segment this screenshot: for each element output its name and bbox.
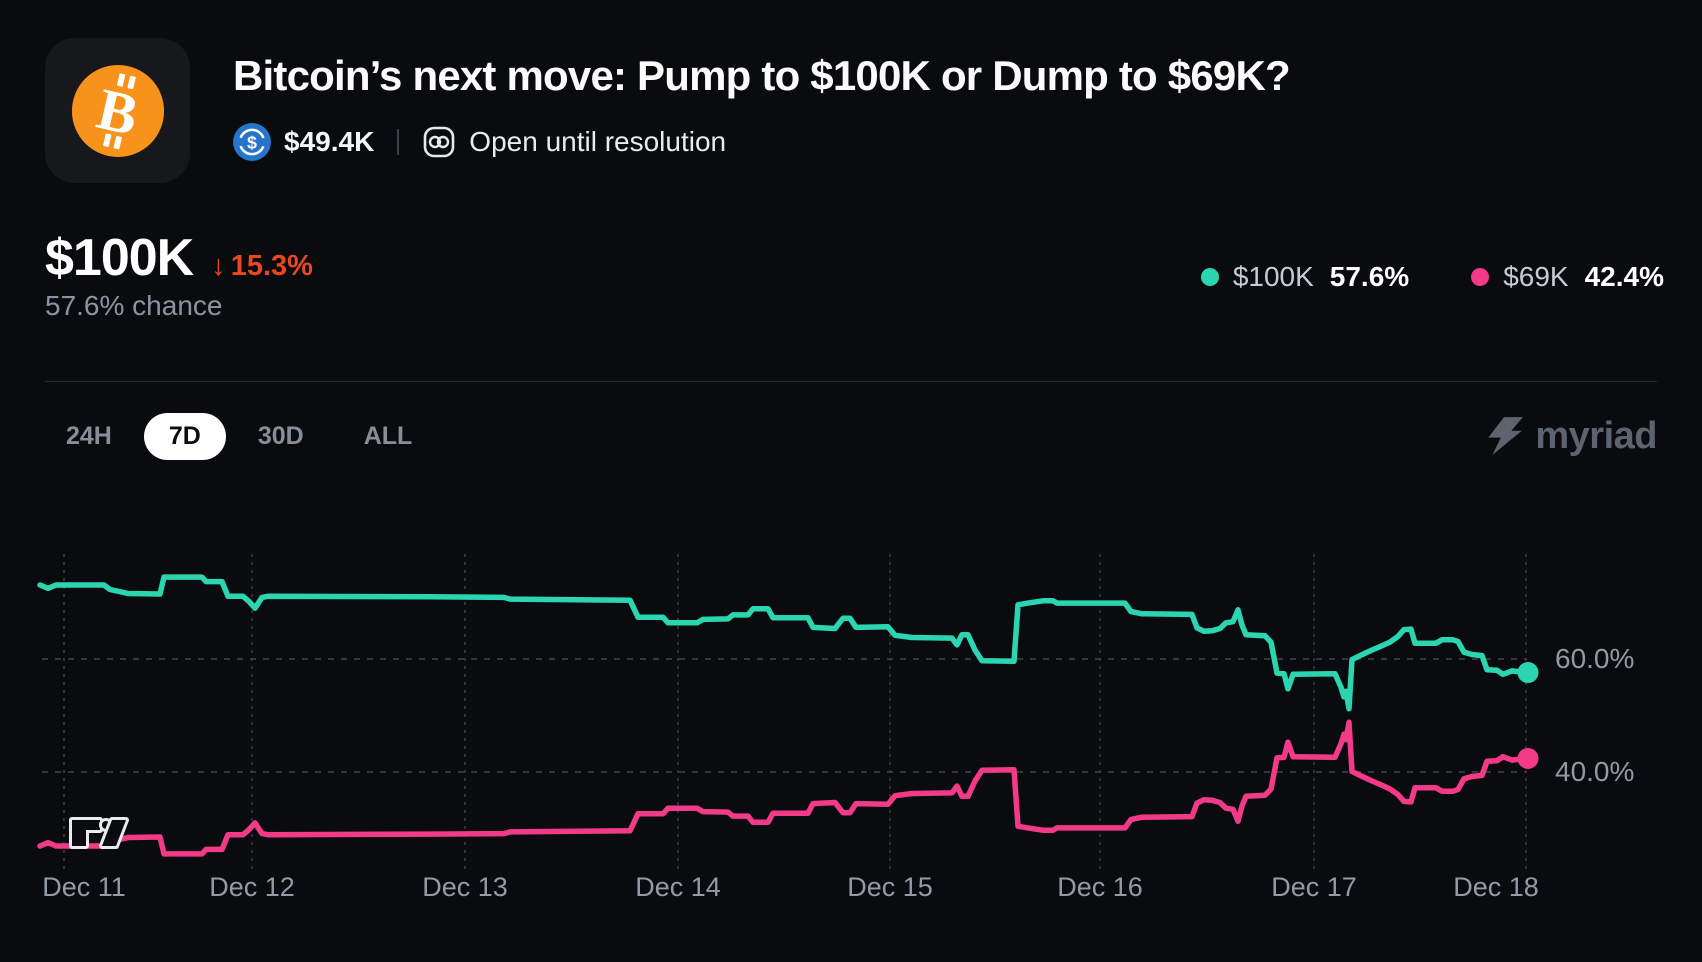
tradingview-logo — [64, 810, 134, 859]
series-69k — [37, 719, 1529, 857]
chart-toolbar: 24H 7D 30D ALL myriad — [64, 410, 1657, 462]
x-axis-label: Dec 13 — [422, 872, 508, 902]
link-icon — [423, 126, 455, 158]
range-tabs: 24H 7D 30D ALL — [64, 412, 414, 461]
x-axis-label: Dec 12 — [209, 872, 295, 902]
tab-30d[interactable]: 30D — [257, 421, 304, 450]
chart-legend: $100K 57.6% $69K 42.4% — [1200, 257, 1664, 297]
legend-value: 57.6% — [1329, 261, 1410, 292]
legend-value: 42.4% — [1584, 261, 1664, 292]
status-text: Open until resolution — [469, 126, 727, 157]
chance-text: 57.6% chance — [45, 290, 223, 321]
y-axis-label: 60.0% — [1555, 643, 1634, 674]
brand-name: myriad — [1535, 414, 1657, 457]
myriad-bolt-icon — [1488, 417, 1524, 455]
legend-item-69k: $69K 42.4% — [1471, 261, 1664, 293]
legend-item-100k: $100K 57.6% — [1200, 261, 1410, 293]
price-chart[interactable]: Dec 11 Dec 12 Dec 13 Dec 14 Dec 15 Dec 16 Dec … — [0, 500, 1702, 962]
x-axis-label: Dec 18 — [1453, 872, 1539, 902]
tab-24h[interactable]: 24H — [66, 421, 112, 450]
change-value: 15.3% — [230, 250, 313, 282]
page-title: Bitcoin’s next move: Pump to $100K or Du… — [233, 52, 1291, 99]
series-end-dot — [1517, 662, 1539, 684]
market-icon-tile: B — [45, 38, 190, 183]
x-axis-label: Dec 16 — [1057, 872, 1143, 902]
svg-text:$: $ — [247, 132, 257, 152]
market-meta: $ $49.4K Open until resolution — [233, 120, 726, 164]
usdc-icon: $ — [233, 123, 271, 161]
down-arrow-icon: ↓ — [211, 250, 226, 282]
x-axis-label: Dec 14 — [635, 872, 721, 902]
outcome-header: $100K ↓ 15.3% — [45, 228, 313, 288]
volume-value: $49.4K — [284, 126, 375, 157]
legend-label: $100K — [1232, 261, 1314, 292]
series-end-dot — [1517, 747, 1539, 769]
series-100k — [37, 574, 1529, 712]
tab-all[interactable]: ALL — [363, 421, 413, 450]
price-change: ↓ 15.3% — [211, 250, 313, 283]
meta-divider — [397, 129, 400, 155]
bitcoin-icon: B — [71, 64, 164, 157]
x-axis-label: Dec 17 — [1271, 872, 1357, 902]
legend-dot-teal — [1200, 268, 1219, 286]
price-chart-canvas[interactable]: Dec 11 Dec 12 Dec 13 Dec 14 Dec 15 Dec 16 Dec … — [0, 500, 1702, 962]
x-axis-label: Dec 15 — [847, 872, 933, 902]
outcome-name: $100K — [45, 229, 194, 287]
section-divider — [45, 381, 1657, 382]
y-axis-label: 40.0% — [1555, 756, 1634, 787]
legend-dot-pink — [1471, 268, 1490, 286]
myriad-brand: myriad — [1483, 415, 1657, 458]
legend-label: $69K — [1503, 261, 1569, 292]
x-axis-label: Dec 11 — [42, 872, 126, 902]
tab-7d[interactable]: 7D — [143, 412, 226, 460]
